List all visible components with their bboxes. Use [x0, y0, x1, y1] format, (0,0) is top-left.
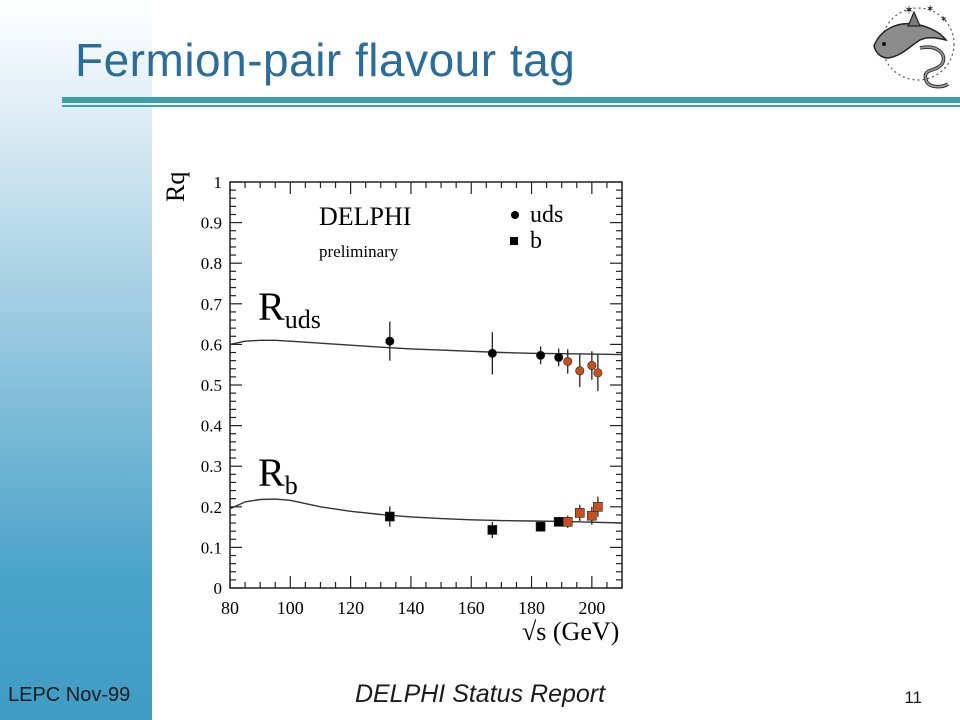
page-number: 11 [904, 688, 922, 707]
x-tick-label: 200 [578, 598, 605, 618]
data-point-circle [536, 350, 546, 360]
curves-layer [229, 339, 623, 524]
y-tick-label: 0.9 [201, 214, 222, 233]
legend-b-label: b [530, 228, 542, 254]
title-divider-thin [62, 105, 960, 107]
x-tick-label: 120 [337, 598, 364, 618]
dolphin-logo-icon: ✶ ✶ ✶ [866, 0, 960, 96]
data-point-circle [385, 336, 395, 346]
x-tick-label: 160 [458, 598, 485, 618]
data-point-circle [487, 348, 497, 358]
data-point-circle [575, 366, 585, 376]
sidebar-gradient [0, 0, 152, 720]
y-axis-label: Rq [161, 172, 190, 202]
data-point-circle [587, 361, 597, 371]
annotation-ruds: Ruds [258, 284, 321, 334]
legend-b-marker [510, 237, 518, 245]
page-title: Fermion-pair flavour tag [75, 34, 576, 86]
chart-subtitle: preliminary [319, 242, 399, 261]
legend-uds-marker [511, 211, 519, 219]
data-point-square [385, 511, 395, 522]
y-tick-label: 0 [214, 579, 223, 598]
data-point-square [574, 508, 585, 518]
y-tick-label: 0.6 [201, 335, 222, 354]
title-divider [62, 97, 960, 103]
x-tick-label: 140 [397, 598, 424, 618]
chart-title: DELPHI [319, 202, 411, 231]
footer-left: LEPC Nov-99 [8, 684, 131, 706]
x-tick-label: 80 [221, 598, 239, 618]
data-point-square [487, 525, 498, 535]
data-point-square [535, 521, 546, 532]
plot-frame [229, 181, 623, 589]
data-point-circle [593, 368, 603, 378]
x-tick-label: 100 [277, 598, 304, 618]
data-point-circle [563, 356, 573, 366]
theory-curve-0 [229, 339, 623, 356]
y-tick-label: 0.2 [201, 498, 222, 517]
y-tick-label: 1 [214, 173, 223, 192]
theory-curve-1 [229, 498, 623, 524]
data-point-square [553, 517, 564, 527]
data-point-circle [554, 352, 564, 362]
y-tick-label: 0.4 [201, 417, 223, 436]
data-point-square [587, 510, 597, 521]
y-tick-label: 0.3 [201, 457, 222, 476]
x-axis-label: √s (GeV) [522, 617, 619, 646]
y-tick-label: 0.5 [201, 376, 222, 395]
data-point-square [593, 501, 603, 512]
legend-uds-label: uds [530, 202, 563, 228]
footer-title: DELPHI Status Report [354, 680, 606, 708]
svg-text:✶: ✶ [926, 4, 934, 15]
points-layer [385, 321, 603, 539]
y-tick-label: 0.7 [201, 295, 223, 314]
rq-chart: 80 100 120 140 160 180 200 0 0.1 0.2 0.3 0.4 0.5 0.6 0… [161, 172, 623, 646]
svg-text:✶: ✶ [940, 14, 948, 24]
annotation-rb: Rb [258, 450, 298, 500]
y-tick-label: 0.8 [201, 254, 222, 273]
y-tick-label: 0.1 [201, 538, 222, 557]
x-tick-label: 180 [518, 598, 545, 618]
data-point-square [562, 517, 573, 527]
axis-ticks: 80 100 120 140 160 180 200 0 0.1 0.2 0.3 0.4 0.5 0.6 0… [201, 173, 623, 618]
svg-text:✶: ✶ [904, 3, 914, 17]
